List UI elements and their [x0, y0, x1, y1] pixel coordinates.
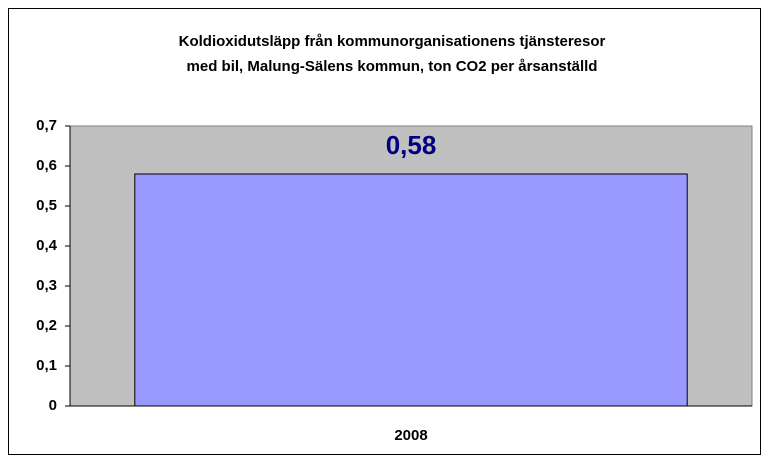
- y-tick-label: 0,7: [36, 117, 57, 134]
- bar: [134, 173, 688, 407]
- y-tick-label: 0: [49, 397, 57, 414]
- chart-title: Koldioxidutsläpp från kommunorganisation…: [179, 33, 606, 50]
- y-tick-label: 0,6: [36, 157, 57, 174]
- y-tick-label: 0,2: [36, 317, 57, 334]
- y-tick-label: 0,5: [36, 197, 57, 214]
- y-tick-label: 0,1: [36, 357, 57, 374]
- chart-title: med bil, Malung-Sälens kommun, ton CO2 p…: [187, 58, 598, 75]
- y-tick-label: 0,3: [36, 277, 57, 294]
- x-tick-label: 2008: [394, 427, 427, 444]
- value-label: 0,58: [386, 130, 437, 160]
- y-tick-label: 0,4: [36, 237, 58, 254]
